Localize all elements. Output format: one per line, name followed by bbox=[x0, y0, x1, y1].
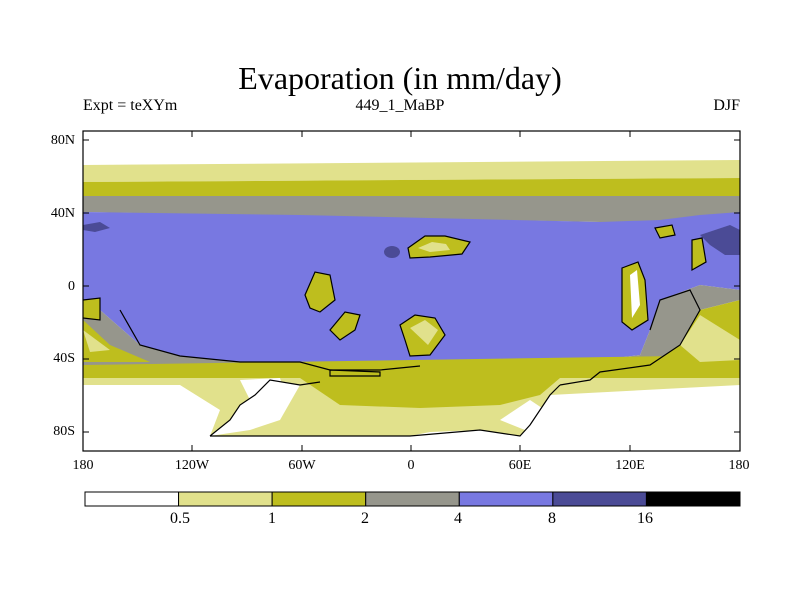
lon-tick-label: 120W bbox=[174, 458, 210, 473]
colorbar-box bbox=[552, 491, 647, 507]
contour-band-2 bbox=[83, 320, 150, 362]
colorbar-label: 0.5 bbox=[170, 510, 190, 527]
contour-band-1 bbox=[418, 242, 450, 252]
contour-band-1 bbox=[83, 330, 110, 352]
experiment-label: Expt = teXYm bbox=[83, 97, 178, 114]
colorbar-label: 1 bbox=[268, 510, 276, 527]
contour-band-0 bbox=[500, 400, 545, 430]
contour-band-2 bbox=[300, 378, 560, 408]
season-label: DJF bbox=[713, 97, 740, 114]
colorbar-box bbox=[84, 491, 180, 507]
lon-tick-label: 180 bbox=[72, 458, 94, 473]
land-outlines bbox=[82, 224, 707, 437]
lon-tick-label: 60E bbox=[508, 458, 532, 473]
colorbar-label: 4 bbox=[454, 510, 462, 527]
time-label: 449_1_MaBP bbox=[355, 97, 445, 114]
colorbar-label: 16 bbox=[637, 510, 653, 527]
colorbar-label: 2 bbox=[361, 510, 369, 527]
contour-band-2 bbox=[83, 178, 740, 196]
contour-band-0 bbox=[210, 380, 300, 436]
lat-tick-label: 80S bbox=[53, 424, 75, 439]
lat-tick-label: 40S bbox=[53, 351, 75, 366]
colorbar-box bbox=[178, 491, 273, 507]
contour-band-1 bbox=[83, 298, 100, 320]
contour-band-4 bbox=[83, 212, 740, 368]
contour-band-1 bbox=[83, 160, 740, 182]
lon-tick-label: 0 bbox=[407, 458, 415, 473]
colorbar-box bbox=[271, 491, 367, 507]
contour-band-5 bbox=[83, 222, 110, 232]
contour-band-2 bbox=[692, 238, 706, 270]
contour-band-2 bbox=[330, 312, 360, 340]
contour-band-1 bbox=[680, 315, 740, 362]
lat-tick-label: 80N bbox=[50, 133, 75, 148]
contour-band-5 bbox=[700, 225, 740, 255]
lon-tick-label: 120E bbox=[615, 458, 645, 473]
map-title: Evaporation (in mm/day) bbox=[238, 60, 562, 96]
contour-band-3 bbox=[83, 196, 740, 222]
contour-band-3 bbox=[83, 285, 740, 372]
contour-band-2 bbox=[655, 225, 675, 238]
lon-tick-label: 60W bbox=[288, 458, 316, 473]
colorbar-box bbox=[458, 491, 554, 507]
contour-band-1 bbox=[410, 320, 438, 345]
contour-band-0 bbox=[630, 270, 640, 318]
map-plot-area bbox=[82, 130, 741, 452]
lat-tick-label: 0 bbox=[68, 279, 75, 294]
colorbar-box bbox=[365, 491, 460, 507]
contour-band-2 bbox=[305, 272, 335, 312]
colorbar-label: 8 bbox=[548, 510, 556, 527]
lon-tick-label: 180 bbox=[728, 458, 750, 473]
colorbar bbox=[84, 491, 741, 507]
lat-tick-label: 40N bbox=[50, 206, 75, 221]
colorbar-box bbox=[645, 491, 741, 507]
axis-ticks bbox=[82, 131, 741, 451]
